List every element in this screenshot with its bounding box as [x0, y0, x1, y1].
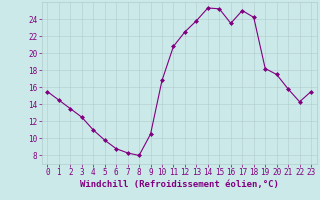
X-axis label: Windchill (Refroidissement éolien,°C): Windchill (Refroidissement éolien,°C): [80, 180, 279, 189]
